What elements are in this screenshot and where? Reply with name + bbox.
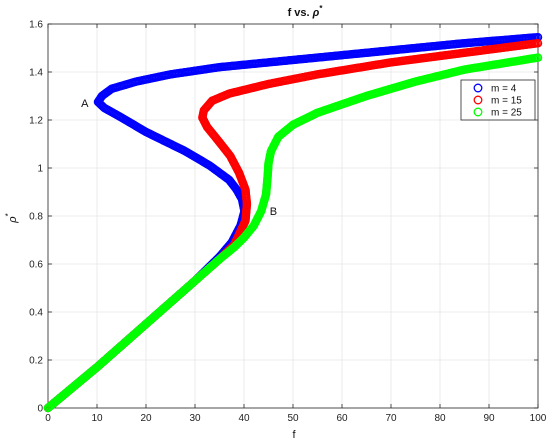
y-tick-label: 0.2	[29, 356, 43, 367]
chart-title-main: f vs.	[288, 7, 313, 19]
annotation-b: B	[270, 206, 277, 218]
legend-marker	[473, 83, 483, 93]
y-tick-label: 0	[37, 404, 43, 415]
series-layer	[43, 32, 543, 413]
legend-label: m = 25	[491, 108, 522, 119]
legend-marker	[473, 107, 483, 117]
series-m-25	[43, 53, 543, 413]
x-tick-label: 100	[530, 413, 547, 424]
x-tick-label: 90	[483, 413, 495, 424]
y-tick-label: 1.6	[29, 20, 43, 31]
data-point	[533, 38, 543, 48]
x-tick-label: 30	[189, 413, 201, 424]
x-tick-label: 0	[45, 413, 51, 424]
y-tick-label: 1.4	[29, 68, 43, 79]
legend: m = 4m = 15m = 25	[460, 79, 536, 121]
y-axis-label-sup: *	[4, 213, 13, 216]
x-tick-label: 20	[140, 413, 152, 424]
y-tick-label: 1.2	[29, 116, 43, 127]
y-tick-label: 0.6	[29, 260, 43, 271]
ticks: 0 10 20 30 40 50 60 70 80 90 100 0 0.2 0.4 0.6 0.8 1 1.2 1…	[29, 20, 547, 425]
x-tick-label: 60	[336, 413, 348, 424]
x-tick-label: 40	[238, 413, 250, 424]
x-tick-label: 70	[385, 413, 397, 424]
chart-title: f vs. ρ*	[288, 4, 324, 19]
y-tick-label: 0.4	[29, 308, 43, 319]
x-tick-label: 10	[91, 413, 103, 424]
data-point	[533, 53, 543, 62]
annotations: AB	[81, 98, 277, 218]
legend-marker	[473, 95, 483, 105]
legend-box	[460, 79, 536, 121]
y-tick-label: 0.8	[29, 212, 43, 223]
annotation-a: A	[81, 98, 89, 110]
y-tick-label: 1	[37, 164, 43, 175]
y-axis-label-symbol: ρ	[7, 216, 19, 223]
x-tick-label: 80	[434, 413, 446, 424]
x-axis-label: f	[292, 429, 296, 441]
legend-label: m = 15	[491, 96, 522, 107]
chart-title-symbol: ρ	[312, 7, 320, 19]
x-tick-label: 50	[287, 413, 299, 424]
legend-label: m = 4	[491, 84, 517, 95]
chart-title-sup: *	[319, 4, 323, 13]
y-axis-label: ρ*	[4, 213, 19, 223]
